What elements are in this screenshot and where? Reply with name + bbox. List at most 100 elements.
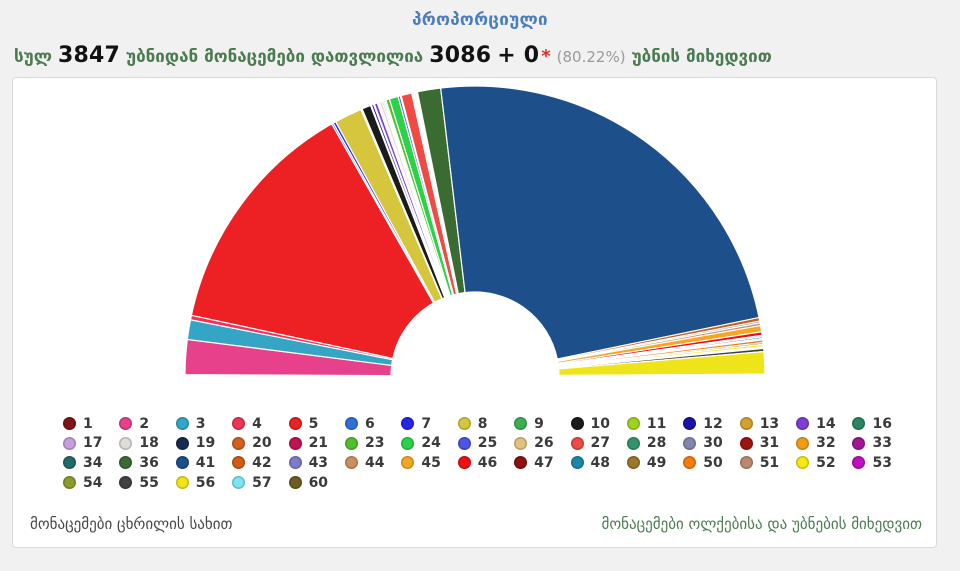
legend-color-dot bbox=[63, 417, 76, 431]
legend-item-10: 10 bbox=[570, 414, 627, 434]
legend-color-dot bbox=[232, 476, 246, 490]
legend-color-dot bbox=[401, 436, 415, 450]
legend-number: 11 bbox=[646, 415, 667, 432]
legend-number: 14 bbox=[816, 415, 836, 432]
legend-color-dot bbox=[852, 456, 866, 470]
legend-item-20: 20 bbox=[232, 434, 288, 454]
legend-number: 2 bbox=[139, 415, 150, 432]
legend-color-dot bbox=[739, 456, 753, 470]
legend-color-dot bbox=[232, 417, 246, 431]
legend-item-24: 24 bbox=[401, 434, 457, 454]
legend-color-dot bbox=[457, 417, 471, 431]
legend-color-dot bbox=[683, 436, 697, 450]
legend-number: 50 bbox=[703, 454, 723, 471]
legend-color-dot bbox=[175, 417, 189, 431]
legend-color-dot bbox=[232, 436, 246, 450]
legend-item-4: 4 bbox=[232, 414, 288, 434]
legend-color-dot bbox=[683, 417, 697, 431]
legend-number: 10 bbox=[590, 415, 610, 432]
legend-number: 16 bbox=[872, 415, 892, 432]
chart-segment-41[interactable] bbox=[439, 85, 760, 360]
legend-color-dot bbox=[570, 436, 584, 450]
legend-color-dot bbox=[683, 456, 697, 470]
chart-segment-60[interactable] bbox=[557, 374, 766, 377]
legend-number: 41 bbox=[195, 454, 216, 471]
legend-color-dot bbox=[739, 417, 753, 431]
legend-number: 23 bbox=[364, 435, 385, 452]
legend-color-dot bbox=[232, 456, 246, 470]
legend-item-36: 36 bbox=[119, 453, 175, 473]
legend-number: 56 bbox=[195, 474, 216, 491]
legend-color-dot bbox=[175, 456, 189, 470]
legend-item-41: 41 bbox=[175, 453, 232, 473]
legend-number: 36 bbox=[139, 454, 159, 471]
legend-number: 21 bbox=[308, 435, 329, 452]
chart-area bbox=[13, 78, 936, 380]
legend-color-dot bbox=[288, 417, 302, 431]
legend-item-6: 6 bbox=[344, 414, 401, 434]
legend-item-52: 52 bbox=[796, 453, 852, 473]
legend-item-18: 18 bbox=[119, 434, 175, 454]
legend-number: 4 bbox=[252, 415, 262, 432]
legend-item-23: 23 bbox=[344, 434, 401, 454]
legend-number: 48 bbox=[590, 454, 610, 471]
legend-item-47: 47 bbox=[514, 453, 570, 473]
legend-item-9: 9 bbox=[514, 414, 570, 434]
legend-item-19: 19 bbox=[175, 434, 232, 454]
legend-number: 9 bbox=[534, 415, 544, 432]
legend-number: 13 bbox=[759, 415, 780, 432]
by-districts-link[interactable]: მონაცემები ოლქებისა და უბნების მიხედვით bbox=[601, 515, 922, 534]
legend-color-dot bbox=[457, 456, 471, 470]
legend-number: 17 bbox=[83, 435, 103, 452]
legend-number: 24 bbox=[421, 435, 441, 452]
legend-number: 27 bbox=[590, 435, 610, 452]
legend-color-dot bbox=[119, 456, 133, 470]
legend-number: 19 bbox=[195, 435, 216, 452]
counted-percentage: (80.22%) bbox=[556, 48, 626, 66]
legend-color-dot bbox=[570, 456, 584, 470]
legend-item-43: 43 bbox=[288, 453, 345, 473]
legend-number: 53 bbox=[872, 454, 892, 471]
legend-color-dot bbox=[570, 417, 584, 431]
legend-color-dot bbox=[796, 456, 810, 470]
legend-color-dot bbox=[514, 456, 528, 470]
legend-number: 55 bbox=[139, 474, 159, 491]
legend-number: 12 bbox=[703, 415, 723, 432]
legend-item-30: 30 bbox=[683, 434, 739, 454]
legend-number: 33 bbox=[872, 435, 892, 452]
legend-number: 43 bbox=[308, 454, 329, 471]
legend-item-51: 51 bbox=[739, 453, 796, 473]
page: პროპორციული სულ 3847 უბნიდან მონაცემები … bbox=[12, 10, 937, 548]
legend-item-45: 45 bbox=[401, 453, 457, 473]
legend-item-50: 50 bbox=[683, 453, 739, 473]
legend-item-34: 34 bbox=[63, 453, 119, 473]
legend-color-dot bbox=[401, 456, 415, 470]
legend-number: 3 bbox=[195, 415, 206, 432]
legend-number: 44 bbox=[364, 454, 385, 471]
legend-item-7: 7 bbox=[401, 414, 457, 434]
legend-color-dot bbox=[401, 417, 415, 431]
legend-number: 5 bbox=[308, 415, 319, 432]
legend-number: 30 bbox=[703, 435, 723, 452]
legend-item-44: 44 bbox=[344, 453, 401, 473]
legend-item-2: 2 bbox=[119, 414, 175, 434]
legend-number: 7 bbox=[421, 415, 432, 432]
legend-color-dot bbox=[344, 436, 358, 450]
legend-number: 32 bbox=[816, 435, 836, 452]
counted-precincts-count: 3086 bbox=[429, 43, 492, 68]
asterisk-marker: * bbox=[541, 46, 551, 67]
legend-color-dot bbox=[119, 436, 133, 450]
legend-number: 1 bbox=[83, 415, 93, 432]
legend-item-26: 26 bbox=[514, 434, 570, 454]
legend-number: 57 bbox=[252, 474, 272, 491]
legend-item-27: 27 bbox=[570, 434, 627, 454]
legend-item-17: 17 bbox=[63, 434, 119, 454]
chart-segment-5[interactable] bbox=[190, 123, 434, 360]
legend-number: 18 bbox=[139, 435, 159, 452]
legend-number: 6 bbox=[364, 415, 375, 432]
legend-number: 52 bbox=[816, 454, 836, 471]
legend-color-dot bbox=[457, 436, 471, 450]
legend-item-5: 5 bbox=[288, 414, 345, 434]
table-view-link[interactable]: მონაცემები ცხრილის სახით bbox=[30, 515, 233, 534]
legend-color-dot bbox=[63, 436, 76, 450]
